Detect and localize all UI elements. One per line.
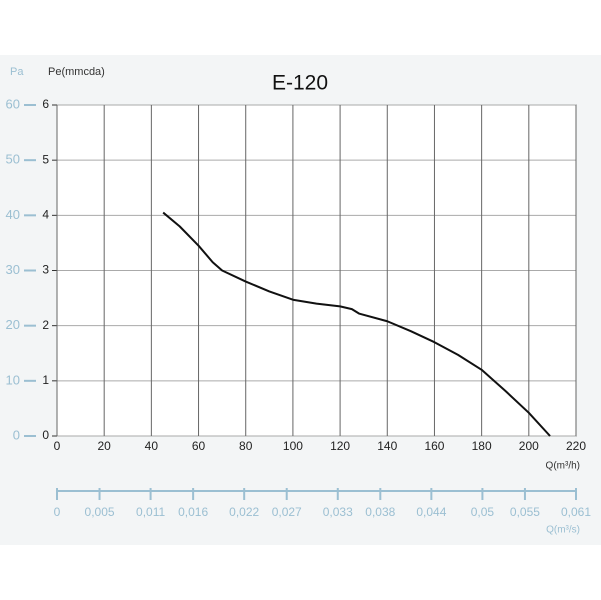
y-axis-label: Pe(mmcda) [48,66,105,78]
y2-tick-label: 0 [13,427,20,442]
y2-tick-label: 20 [6,317,20,332]
y2-tick-label: 30 [6,262,20,277]
x-tick-label: 20 [98,439,112,453]
y2-tick-label: 40 [6,207,20,222]
y-tick-label: 2 [42,318,49,332]
x2-tick-label: 0,055 [510,505,540,519]
x-tick-label: 120 [330,439,350,453]
x2-axis-label: Q(m³/s) [546,525,580,536]
y-tick-label: 1 [42,373,49,387]
chart-title: E-120 [272,72,328,95]
x-tick-label: 200 [519,439,539,453]
y-tick-label: 0 [42,428,49,442]
x-axis-label: Q(m³/h) [546,461,580,472]
y-tick-label: 4 [42,208,49,222]
x-tick-label: 160 [424,439,444,453]
x2-tick-label: 0,011 [136,505,165,519]
x-tick-label: 0 [54,439,61,453]
x-tick-label: 40 [145,439,159,453]
y-tick-label: 3 [42,263,49,277]
x2-tick-label: 0 [54,505,61,519]
x-tick-label: 180 [472,439,492,453]
x-tick-label: 100 [283,439,303,453]
y2-tick-label: 10 [6,372,20,387]
x2-tick-label: 0,061 [561,505,591,519]
y-tick-label: 6 [42,97,49,111]
curve [162,211,551,437]
y2-tick-label: 50 [6,152,20,167]
x2-tick-label: 0,038 [365,505,395,519]
x2-tick-label: 0,05 [471,505,495,519]
x-tick-label: 140 [377,439,397,453]
x2-tick-label: 0,005 [85,505,115,519]
x2-tick-label: 0,044 [416,505,446,519]
y-tick-label: 5 [42,152,49,166]
x2-tick-label: 0,027 [272,505,302,519]
x-tick-label: 60 [192,439,206,453]
x-tick-label: 220 [566,439,586,453]
x2-tick-label: 0,022 [229,505,259,519]
x2-tick-label: 0,016 [178,505,208,519]
y2-axis-label: Pa [10,66,24,78]
y2-tick-label: 60 [6,96,20,111]
x-tick-label: 80 [239,439,253,453]
x2-tick-label: 0,033 [323,505,353,519]
